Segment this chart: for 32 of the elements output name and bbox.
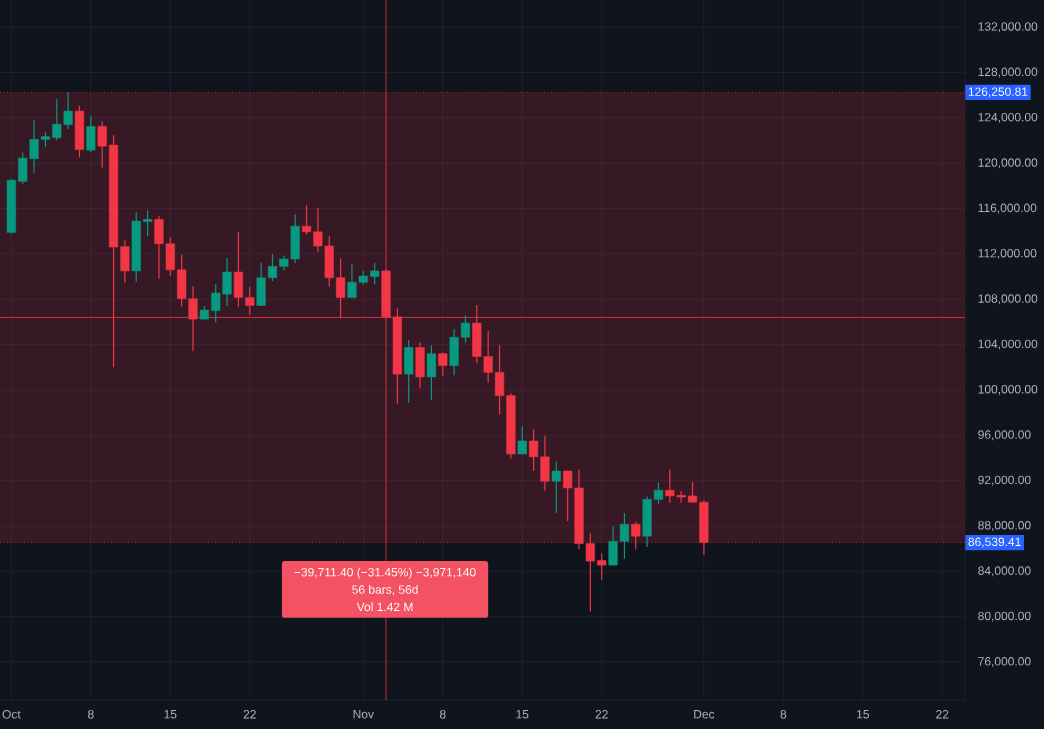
x-tick-label: 15: [857, 710, 869, 719]
ref-line-label: 86,539.41: [968, 537, 1021, 548]
y-tick-label: 88,000.00: [978, 521, 1031, 531]
annotation: 56 bars, 56d: [352, 584, 418, 596]
y-tick-label: 116,000.00: [978, 203, 1037, 214]
y-tick-label: 76,000.00: [978, 657, 1031, 667]
x-tick-label: Dec: [694, 710, 715, 719]
y-tick-label: 104,000.00: [978, 339, 1038, 350]
y-tick-label: 108,000.00: [978, 294, 1038, 305]
x-tick-label: 15: [164, 710, 177, 719]
y-tick-label: 128,000.00: [978, 67, 1038, 78]
y-tick-label: 132,000.00: [978, 22, 1038, 33]
annotation: Vol 1.42 M: [356, 602, 413, 612]
y-tick-label: 112,000.00: [978, 248, 1037, 259]
x-tick-label: Oct: [2, 710, 21, 719]
x-tick-label: Nov: [353, 710, 374, 719]
y-tick-label: 80,000.00: [978, 611, 1031, 622]
x-tick-label: 22: [595, 710, 608, 719]
x-tick-label: 8: [780, 710, 787, 719]
x-tick-label: 8: [439, 710, 446, 719]
y-tick-label: 120,000.00: [978, 158, 1038, 169]
y-tick-label: 92,000.00: [978, 475, 1031, 486]
x-tick-label: 22: [936, 710, 949, 719]
y-tick-label: 100,000.00: [978, 384, 1038, 395]
y-tick-label: 96,000.00: [978, 430, 1031, 441]
y-tick-label: 124,000.00: [978, 112, 1038, 123]
x-tick-label: 8: [88, 710, 94, 719]
x-tick-label: 22: [243, 710, 256, 719]
y-tick-label: 84,000.00: [978, 566, 1031, 577]
annotation: −39,711.40 (−31.45%) −3,971,140: [294, 567, 476, 579]
ref-line-label: 126,250.81: [968, 87, 1028, 98]
x-tick-label: 15: [516, 710, 529, 719]
